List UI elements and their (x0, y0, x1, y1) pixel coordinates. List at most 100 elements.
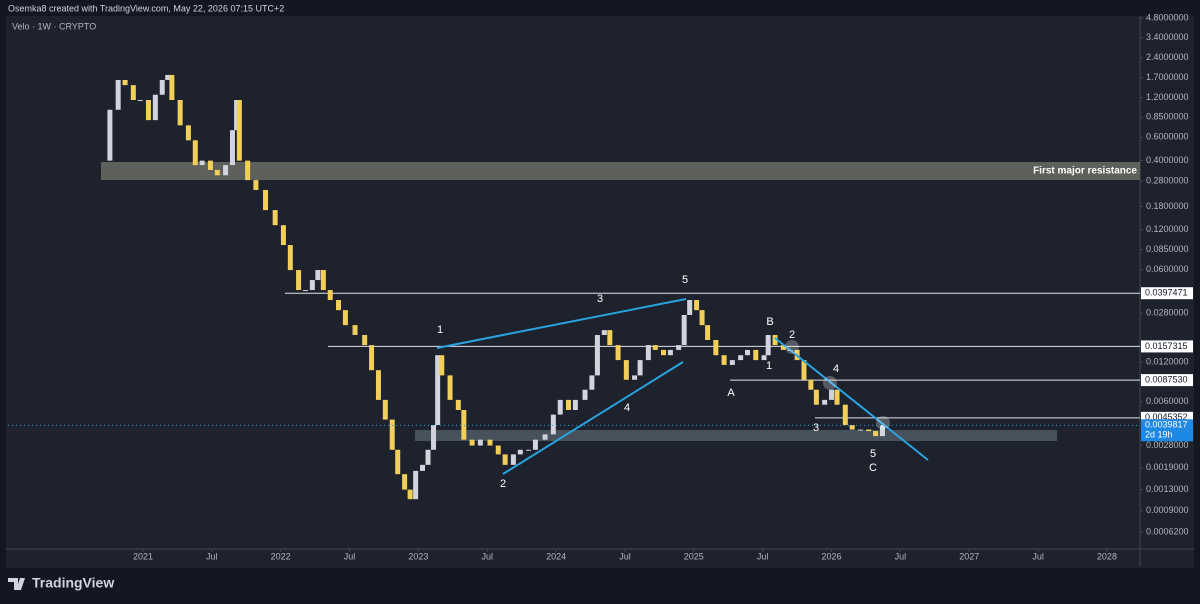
candle (469, 439, 475, 446)
candle (309, 280, 315, 291)
footer-logo: TradingView (32, 575, 114, 591)
y-tick-label: 0.0120000 (1146, 356, 1189, 366)
zone-label: First major resistance (1033, 166, 1137, 177)
level-tag (1141, 287, 1193, 300)
candle (352, 325, 358, 335)
candle (565, 399, 571, 410)
candle (362, 334, 368, 346)
current-price-label: 0.0039817 (1145, 420, 1188, 430)
candle (572, 399, 578, 410)
candle (229, 130, 235, 166)
candle (753, 349, 759, 361)
candle (152, 94, 158, 121)
y-tick-label: 0.8500000 (1146, 112, 1189, 122)
candle (532, 439, 538, 450)
level-tag (1141, 374, 1193, 387)
candle (223, 165, 229, 176)
wave-label: 3 (597, 293, 603, 305)
candle (681, 314, 687, 346)
candle (431, 425, 437, 450)
wave-label: B (766, 316, 773, 328)
candle (315, 270, 321, 281)
candle (487, 439, 493, 446)
y-tick-label: 0.1200000 (1146, 224, 1189, 234)
candle (382, 399, 388, 420)
candle (296, 270, 302, 291)
x-tick-label: Jul (206, 551, 218, 561)
candle (245, 160, 251, 181)
x-tick-label: Jul (619, 551, 631, 561)
candle (842, 404, 848, 426)
candle (169, 74, 175, 101)
candle (510, 454, 516, 465)
y-tick-label: 0.0850000 (1146, 244, 1189, 254)
candle (652, 345, 658, 350)
candle (272, 210, 278, 226)
x-tick-label: Jul (481, 551, 493, 561)
y-tick-label: 0.0028000 (1146, 440, 1189, 450)
wave-label: 3 (813, 422, 819, 434)
candle (302, 290, 308, 292)
candle (402, 474, 408, 490)
y-tick-label: 0.0060000 (1146, 396, 1189, 406)
candle (699, 310, 705, 326)
header: Osemka8 created with TradingView.com, Ma… (8, 3, 284, 13)
candle (676, 345, 682, 350)
candle (159, 79, 165, 95)
candle (526, 449, 532, 451)
resistance-zone (101, 162, 1140, 180)
candle (336, 300, 342, 311)
candle (729, 360, 735, 365)
x-tick-label: Jul (895, 551, 907, 561)
x-tick-label: 2022 (271, 551, 291, 561)
candle (829, 389, 835, 400)
wave-label: 2 (500, 478, 506, 490)
candle (661, 349, 667, 356)
current-price-tag (1141, 419, 1193, 442)
candle (107, 109, 113, 161)
candle (425, 449, 431, 465)
candle (407, 489, 413, 500)
candle (327, 290, 333, 301)
wave-label: 2 (789, 329, 795, 341)
candle (461, 409, 467, 440)
candle (780, 345, 786, 350)
candle (866, 429, 872, 432)
candle (369, 345, 375, 371)
candle (502, 454, 508, 465)
wave-label: 4 (833, 363, 839, 375)
candle (447, 375, 453, 400)
x-tick-label: 2021 (133, 551, 153, 561)
candle (738, 355, 744, 361)
candle (439, 355, 445, 376)
x-tick-label: 2023 (408, 551, 428, 561)
y-tick-label: 0.6000000 (1146, 132, 1189, 142)
candle (687, 300, 693, 315)
candle (801, 360, 807, 380)
marker-circle (785, 340, 799, 354)
candle (765, 334, 771, 356)
y-tick-label: 2.4000000 (1146, 52, 1189, 62)
candle (849, 425, 855, 430)
y-tick-label: 4.8000000 (1146, 12, 1189, 22)
x-tick-label: 2026 (822, 551, 842, 561)
candle (517, 449, 523, 455)
x-tick-label: 2027 (959, 551, 979, 561)
y-tick-label: 0.0013000 (1146, 484, 1189, 494)
chart-panel (6, 16, 1194, 568)
countdown: 2d 19h (1145, 430, 1173, 440)
candle (713, 339, 719, 356)
candle (645, 345, 651, 361)
candle (542, 434, 548, 440)
y-tick-label: 1.2000000 (1146, 92, 1189, 102)
candle (637, 360, 643, 376)
x-tick-label: Jul (344, 551, 356, 561)
candle (192, 140, 198, 166)
candle (130, 85, 136, 101)
candle (582, 389, 588, 400)
candle (705, 325, 711, 340)
y-tick-label: 0.0019000 (1146, 462, 1189, 472)
x-tick-label: 2028 (1097, 551, 1117, 561)
level-label: 0.0397471 (1145, 288, 1188, 298)
candle (615, 345, 621, 361)
